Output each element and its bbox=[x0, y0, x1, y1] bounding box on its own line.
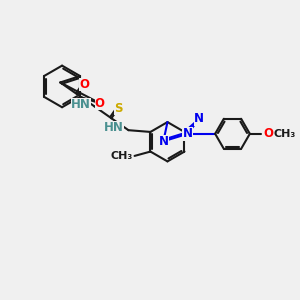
Text: N: N bbox=[183, 127, 193, 140]
Text: CH₃: CH₃ bbox=[274, 129, 296, 139]
Text: O: O bbox=[263, 127, 273, 140]
Text: CH₃: CH₃ bbox=[111, 151, 133, 161]
Text: N: N bbox=[194, 112, 204, 125]
Text: N: N bbox=[158, 135, 168, 148]
Text: O: O bbox=[95, 97, 105, 110]
Text: S: S bbox=[114, 102, 123, 115]
Text: HN: HN bbox=[71, 98, 91, 111]
Text: O: O bbox=[79, 78, 89, 91]
Text: HN: HN bbox=[104, 121, 124, 134]
